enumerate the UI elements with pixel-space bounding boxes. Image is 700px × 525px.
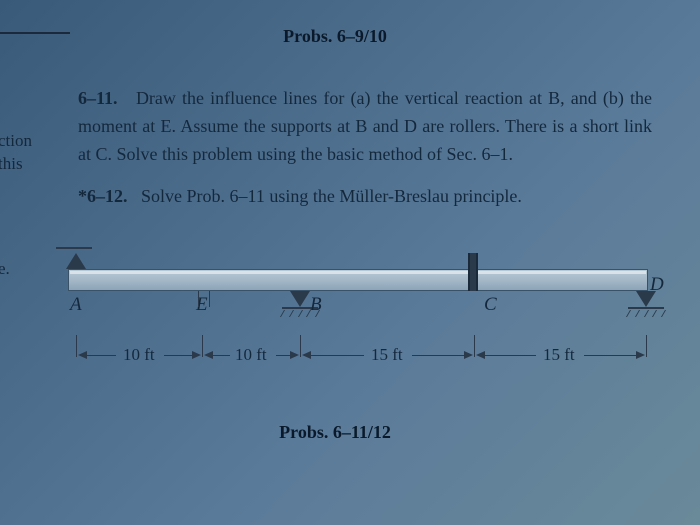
problem-number: 6–12. — [87, 186, 128, 206]
dim-line — [86, 355, 116, 356]
problem-number: 6–11. — [78, 88, 118, 108]
dim-line — [164, 355, 194, 356]
problem-6-11: 6–11. Draw the influence lines for (a) t… — [78, 85, 652, 169]
ground-d — [628, 307, 664, 317]
label-a: A — [70, 294, 82, 316]
footer-title: Probs. 6–11/12 — [0, 422, 670, 443]
label-d: D — [650, 274, 664, 296]
dim-line — [412, 355, 466, 356]
textbook-page: Probs. 6–9/10 ction this e. 6–11. Draw t… — [0, 0, 700, 525]
arrow-right-icon — [464, 351, 473, 359]
dim-line — [212, 355, 230, 356]
dim-tick — [300, 335, 301, 357]
dim-line — [310, 355, 364, 356]
dimension-row: 10 ft 10 ft 15 ft 15 ft — [68, 349, 648, 389]
dim-tick — [474, 335, 475, 357]
header-title: Probs. 6–9/10 — [0, 26, 670, 47]
problem-text: Draw the influence lines for (a) the ver… — [78, 88, 652, 164]
ground-a — [56, 247, 92, 249]
link-pin-top-icon — [470, 259, 476, 265]
header-rule — [0, 32, 70, 34]
margin-fragment-1: ction — [0, 130, 32, 152]
e-tick-icon — [198, 291, 210, 307]
dim-value: 15 ft — [368, 345, 406, 365]
roller-support-b-icon — [290, 291, 310, 307]
dim-tick — [202, 335, 203, 357]
pin-support-a-icon — [66, 253, 86, 269]
link-pin-bot-icon — [470, 281, 476, 287]
dim-line — [484, 355, 536, 356]
arrow-right-icon — [192, 351, 201, 359]
dim-value: 15 ft — [540, 345, 578, 365]
dim-line — [584, 355, 638, 356]
dim-tick — [646, 335, 647, 357]
label-c: C — [484, 294, 497, 316]
arrow-right-icon — [290, 351, 299, 359]
label-b: B — [310, 294, 322, 316]
star-icon: * — [78, 186, 87, 206]
beam-figure: A E B C D — [48, 241, 630, 416]
margin-fragment-3: e. — [0, 258, 10, 280]
arrow-right-icon — [636, 351, 645, 359]
beam — [68, 269, 648, 291]
dim-tick — [76, 335, 77, 357]
problem-text: Solve Prob. 6–11 using the Müller-Bresla… — [141, 186, 522, 206]
beam-highlight — [70, 271, 646, 274]
problem-6-12: *6–12. Solve Prob. 6–11 using the Müller… — [78, 183, 652, 211]
margin-fragment-2: this — [0, 153, 23, 175]
dim-value: 10 ft — [232, 345, 270, 365]
dim-value: 10 ft — [120, 345, 158, 365]
